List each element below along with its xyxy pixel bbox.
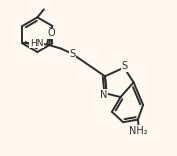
Text: O: O xyxy=(48,28,55,38)
Text: NH₂: NH₂ xyxy=(129,126,148,136)
Text: N: N xyxy=(100,90,108,100)
Text: HN: HN xyxy=(30,39,43,48)
Text: S: S xyxy=(121,61,127,71)
Text: S: S xyxy=(70,49,76,59)
